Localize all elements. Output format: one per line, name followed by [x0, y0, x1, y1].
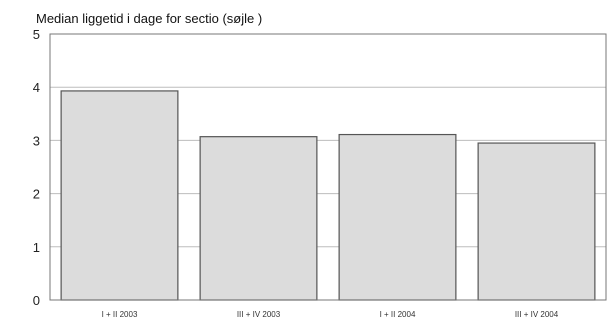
plot-frame [49, 33, 607, 301]
y-tick-label: 3 [33, 133, 40, 148]
x-tick-label: III + IV 2003 [237, 310, 281, 319]
y-tick-label: 1 [33, 240, 40, 255]
y-tick-label: 5 [33, 27, 40, 42]
x-tick-label: III + IV 2004 [515, 310, 559, 319]
x-tick-label: I + II 2004 [380, 310, 416, 319]
y-tick-label: 0 [33, 293, 40, 308]
y-tick-label: 4 [33, 80, 40, 95]
bars [60, 90, 596, 301]
y-tick-label: 2 [33, 187, 40, 202]
bar [60, 90, 179, 301]
chart-title: Median liggetid i dage for sectio (søjle… [36, 11, 262, 26]
x-tick-label: I + II 2003 [102, 310, 138, 319]
axes [49, 33, 607, 301]
bar [477, 142, 596, 301]
bar [338, 133, 457, 301]
x-tick-labels: I + II 2003 III + IV 2003 I + II 2004 III +… [102, 310, 559, 319]
bar [199, 136, 318, 301]
y-tick-labels: 0 1 2 3 4 5 [33, 27, 40, 308]
